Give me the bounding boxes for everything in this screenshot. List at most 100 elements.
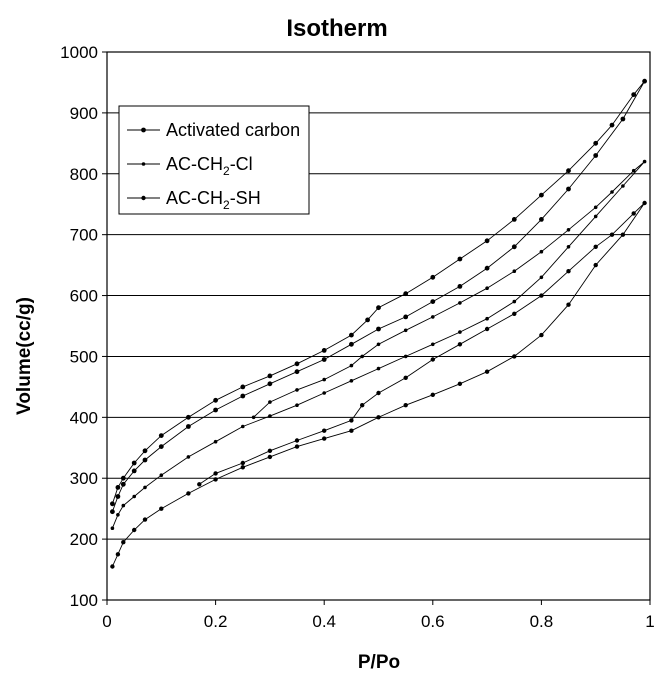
data-point — [115, 552, 121, 557]
series-2 — [110, 159, 647, 530]
data-point — [457, 342, 463, 347]
data-point — [539, 293, 544, 298]
data-point — [593, 262, 598, 268]
data-point — [631, 92, 637, 97]
series-1 — [110, 78, 647, 515]
data-point — [376, 366, 381, 371]
data-point — [349, 418, 354, 423]
data-point — [430, 357, 435, 362]
data-point — [376, 390, 381, 396]
data-point — [268, 400, 272, 404]
data-point — [110, 501, 115, 507]
data-point — [360, 403, 365, 408]
data-point — [566, 186, 571, 192]
data-point — [511, 244, 517, 250]
data-point — [294, 438, 300, 443]
data-point — [457, 381, 463, 386]
data-point — [186, 491, 191, 496]
data-point — [642, 159, 647, 164]
data-point — [322, 428, 327, 433]
data-point — [213, 407, 219, 413]
data-point — [349, 341, 354, 347]
data-point — [121, 503, 126, 508]
legend: Activated carbon AC-CH2-Cl AC-CH2-SH — [118, 105, 310, 215]
legend-item: AC-CH2-SH — [127, 188, 261, 212]
data-point — [121, 540, 126, 545]
data-point — [158, 433, 164, 438]
legend-marker — [141, 195, 146, 201]
data-point — [512, 311, 517, 316]
data-point — [403, 314, 409, 320]
data-point — [360, 354, 365, 359]
data-point — [322, 377, 327, 382]
data-point — [539, 217, 544, 222]
data-point — [484, 265, 490, 271]
data-point — [430, 299, 436, 304]
data-point — [131, 468, 137, 474]
data-point — [158, 444, 164, 449]
data-point — [457, 284, 463, 289]
data-point — [294, 444, 300, 449]
x-tick-label: 0.6 — [421, 612, 445, 631]
data-point — [484, 369, 490, 374]
data-point — [376, 342, 381, 347]
data-point — [609, 122, 615, 128]
data-point — [642, 78, 647, 84]
data-point — [295, 388, 299, 392]
data-point — [621, 184, 625, 188]
data-point — [110, 526, 115, 530]
legend-marker — [141, 162, 146, 166]
y-tick-label: 800 — [70, 165, 98, 184]
data-point — [631, 168, 636, 173]
data-point — [403, 403, 408, 408]
data-point — [349, 363, 354, 368]
legend-item: AC-CH2-Cl — [127, 154, 253, 178]
data-point — [115, 494, 121, 499]
x-tick-label: 0.2 — [204, 612, 228, 631]
data-point — [539, 332, 544, 338]
data-point — [241, 424, 245, 429]
data-point — [131, 460, 137, 466]
data-point — [132, 527, 137, 533]
data-point — [213, 477, 218, 482]
x-tick-label: 0.4 — [312, 612, 336, 631]
data-point — [294, 361, 300, 367]
data-point — [512, 354, 517, 359]
y-tick-label: 900 — [70, 104, 98, 123]
data-point — [566, 168, 571, 174]
data-point — [593, 140, 599, 146]
x-tick-label: 0 — [102, 612, 111, 631]
data-point — [620, 116, 626, 122]
data-point — [267, 373, 273, 379]
data-point — [143, 485, 147, 490]
y-tick-label: 200 — [70, 530, 98, 549]
data-point — [213, 471, 218, 476]
data-point — [512, 269, 517, 274]
data-point — [240, 393, 246, 399]
data-point — [403, 291, 409, 297]
data-point — [566, 269, 571, 274]
data-point — [268, 414, 272, 418]
y-tick-label: 1000 — [60, 43, 98, 62]
legend-label: AC-CH2-Cl — [166, 154, 253, 178]
data-point — [267, 448, 273, 453]
data-point — [267, 454, 273, 460]
x-axis-label: P/Po — [358, 652, 400, 673]
x-axis-ticks: 0 0.2 0.4 0.6 0.8 1 — [102, 600, 655, 631]
plot-area-frame — [106, 51, 651, 601]
data-point — [186, 414, 191, 420]
data-point — [365, 317, 370, 323]
y-tick-label: 100 — [70, 591, 98, 610]
data-point — [132, 494, 136, 499]
data-point — [485, 286, 489, 291]
data-point — [376, 305, 381, 311]
data-point — [294, 369, 300, 375]
series-3 — [110, 200, 647, 569]
data-point — [593, 214, 598, 219]
data-point — [431, 342, 435, 347]
data-point — [142, 457, 148, 463]
data-point — [539, 249, 544, 254]
data-point — [251, 415, 256, 420]
data-point — [213, 439, 218, 444]
data-point — [511, 217, 517, 222]
